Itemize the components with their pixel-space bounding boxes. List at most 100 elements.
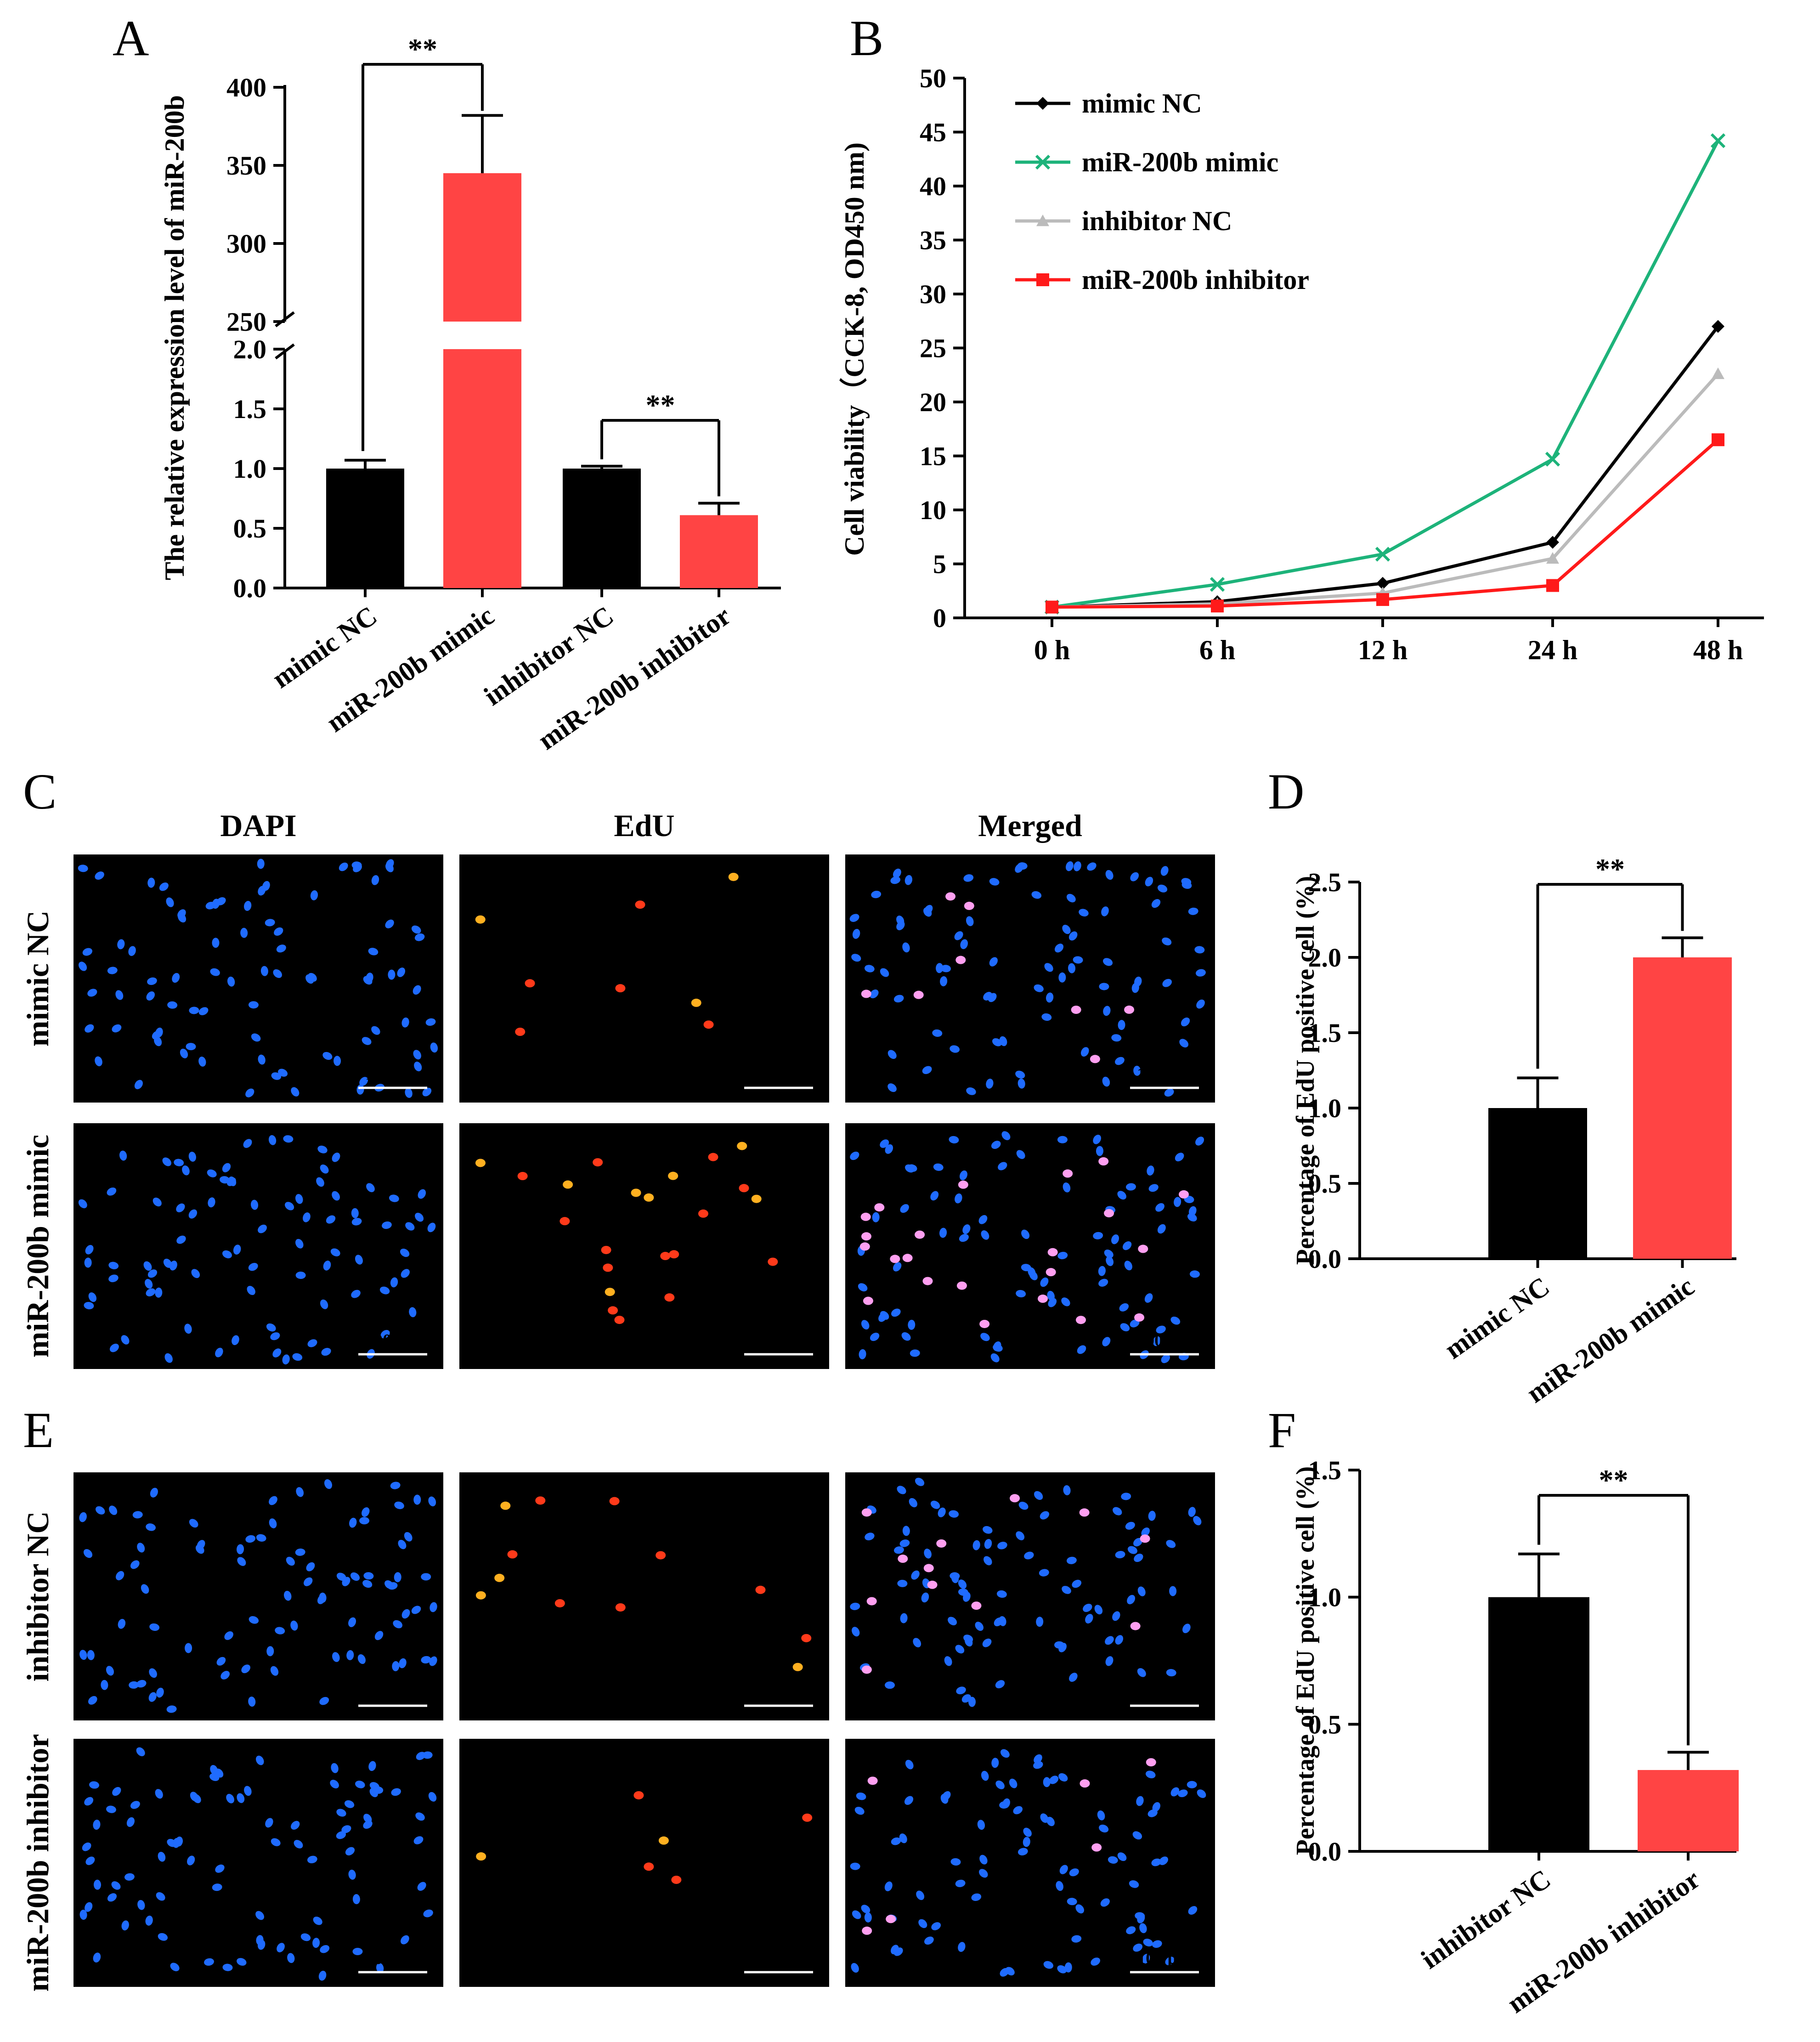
dapi-nucleus (1133, 1943, 1143, 1952)
dapi-nucleus (1111, 1234, 1119, 1244)
dapi-nucleus (1077, 1345, 1086, 1354)
dapi-nucleus (130, 1801, 140, 1809)
dapi-nucleus (908, 1319, 916, 1330)
dapi-nucleus (397, 967, 406, 977)
dapi-nucleus (1062, 1586, 1071, 1594)
edu-nucleus (936, 1539, 947, 1548)
dapi-nucleus (351, 1290, 361, 1298)
dapi-nucleus (227, 976, 235, 987)
edu-nucleus (1079, 1508, 1090, 1517)
dapi-nucleus (152, 1030, 161, 1040)
dapi-nucleus (902, 942, 910, 953)
edu-nucleus (802, 1813, 813, 1822)
dapi-nucleus (851, 954, 861, 962)
b-data-point (1376, 593, 1389, 606)
dapi-nucleus (379, 1286, 390, 1295)
dapi-nucleus (320, 1299, 328, 1309)
scale-bar-label: 100 μm (365, 1682, 420, 1702)
dapi-nucleus (418, 1189, 426, 1199)
dapi-nucleus (240, 928, 248, 938)
edu-nucleus (859, 1242, 870, 1251)
dapi-nucleus (960, 939, 968, 950)
dapi-nucleus (1134, 976, 1142, 987)
edu-nucleus (739, 1184, 749, 1193)
dapi-nucleus (983, 1526, 993, 1534)
dapi-nucleus (852, 928, 860, 939)
dapi-nucleus (272, 1348, 282, 1358)
dapi-nucleus (137, 1900, 145, 1910)
dapi-nucleus (894, 1546, 904, 1554)
pD-y-tick-label: 1.0 (1308, 1093, 1342, 1123)
dapi-nucleus (405, 1222, 415, 1231)
dapi-nucleus (176, 1235, 186, 1244)
edu-nucleus (890, 1255, 900, 1263)
pD-bar (1488, 1108, 1587, 1259)
dapi-nucleus (972, 1540, 980, 1550)
dapi-nucleus (1137, 1586, 1146, 1596)
dapi-nucleus (303, 1212, 311, 1222)
dapi-nucleus (1175, 1153, 1184, 1162)
dapi-nucleus (84, 1301, 94, 1310)
dapi-nucleus (167, 1838, 177, 1847)
dapi-nucleus (1133, 1065, 1141, 1076)
edu-nucleus (1124, 1005, 1135, 1014)
dapi-nucleus (285, 1202, 294, 1210)
dapi-nucleus (226, 1793, 234, 1804)
dapi-nucleus (317, 1145, 328, 1154)
dapi-nucleus (244, 1786, 252, 1796)
edu-nucleus (862, 1926, 872, 1935)
dapi-nucleus (108, 1261, 119, 1269)
b-data-point (1712, 433, 1724, 447)
b-y-tick-label: 30 (920, 279, 946, 309)
pF-y-tick-label: 0.5 (1308, 1709, 1342, 1739)
dapi-nucleus (1062, 925, 1071, 934)
a-y-tick-label: 0.0 (233, 573, 267, 603)
dapi-nucleus (1039, 1569, 1049, 1577)
dapi-nucleus (884, 1881, 893, 1891)
dapi-nucleus (861, 1320, 870, 1330)
dapi-nucleus (861, 1905, 870, 1913)
dapi-nucleus (865, 1533, 875, 1541)
dapi-nucleus (215, 1864, 225, 1873)
dapi-nucleus (1015, 1070, 1025, 1079)
dapi-nucleus (849, 914, 859, 922)
dapi-nucleus (362, 1507, 370, 1517)
dapi-nucleus (256, 1534, 266, 1542)
dapi-nucleus (948, 1617, 957, 1625)
edu-nucleus (971, 1601, 982, 1610)
edu-nucleus (475, 915, 486, 924)
dapi-nucleus (332, 1152, 340, 1162)
dapi-nucleus (995, 1780, 1005, 1789)
dapi-nucleus (380, 1329, 390, 1339)
b-data-point (1376, 577, 1389, 590)
dapi-nucleus (320, 1164, 329, 1174)
pD-bar (1633, 957, 1732, 1259)
edu-nucleus (664, 1293, 675, 1302)
dapi-nucleus (427, 1222, 436, 1233)
dapi-nucleus (949, 1136, 959, 1143)
dapi-nucleus (975, 1622, 984, 1631)
dapi-nucleus (291, 1821, 300, 1830)
dapi-nucleus (369, 1787, 378, 1798)
panel-e-micrographs: 100 μm 100 μm 100 μm inhibitor NC 100 μm 100 … (20, 1472, 1215, 1992)
dapi-nucleus (393, 1620, 403, 1629)
pD-significance-label: ** (1595, 853, 1625, 885)
dapi-nucleus (109, 1505, 118, 1515)
pF-y-axis-label: Percentage of EdU positive cell (%) (1291, 1466, 1320, 1855)
dapi-nucleus (321, 1348, 331, 1356)
dapi-nucleus (1101, 906, 1109, 916)
dapi-nucleus (348, 1869, 356, 1880)
dapi-nucleus (167, 1001, 178, 1009)
dapi-nucleus (1151, 899, 1161, 908)
edu-nucleus (1130, 1622, 1141, 1630)
dapi-nucleus (416, 1752, 426, 1760)
dapi-nucleus (210, 968, 220, 976)
dapi-nucleus (323, 1261, 331, 1271)
dapi-nucleus (237, 1557, 246, 1566)
dapi-nucleus (971, 1893, 982, 1901)
dapi-nucleus (891, 1308, 901, 1317)
dapi-nucleus (390, 1277, 398, 1288)
edu-nucleus (608, 1306, 618, 1315)
dapi-nucleus (1196, 999, 1205, 1009)
dapi-nucleus (178, 913, 187, 923)
